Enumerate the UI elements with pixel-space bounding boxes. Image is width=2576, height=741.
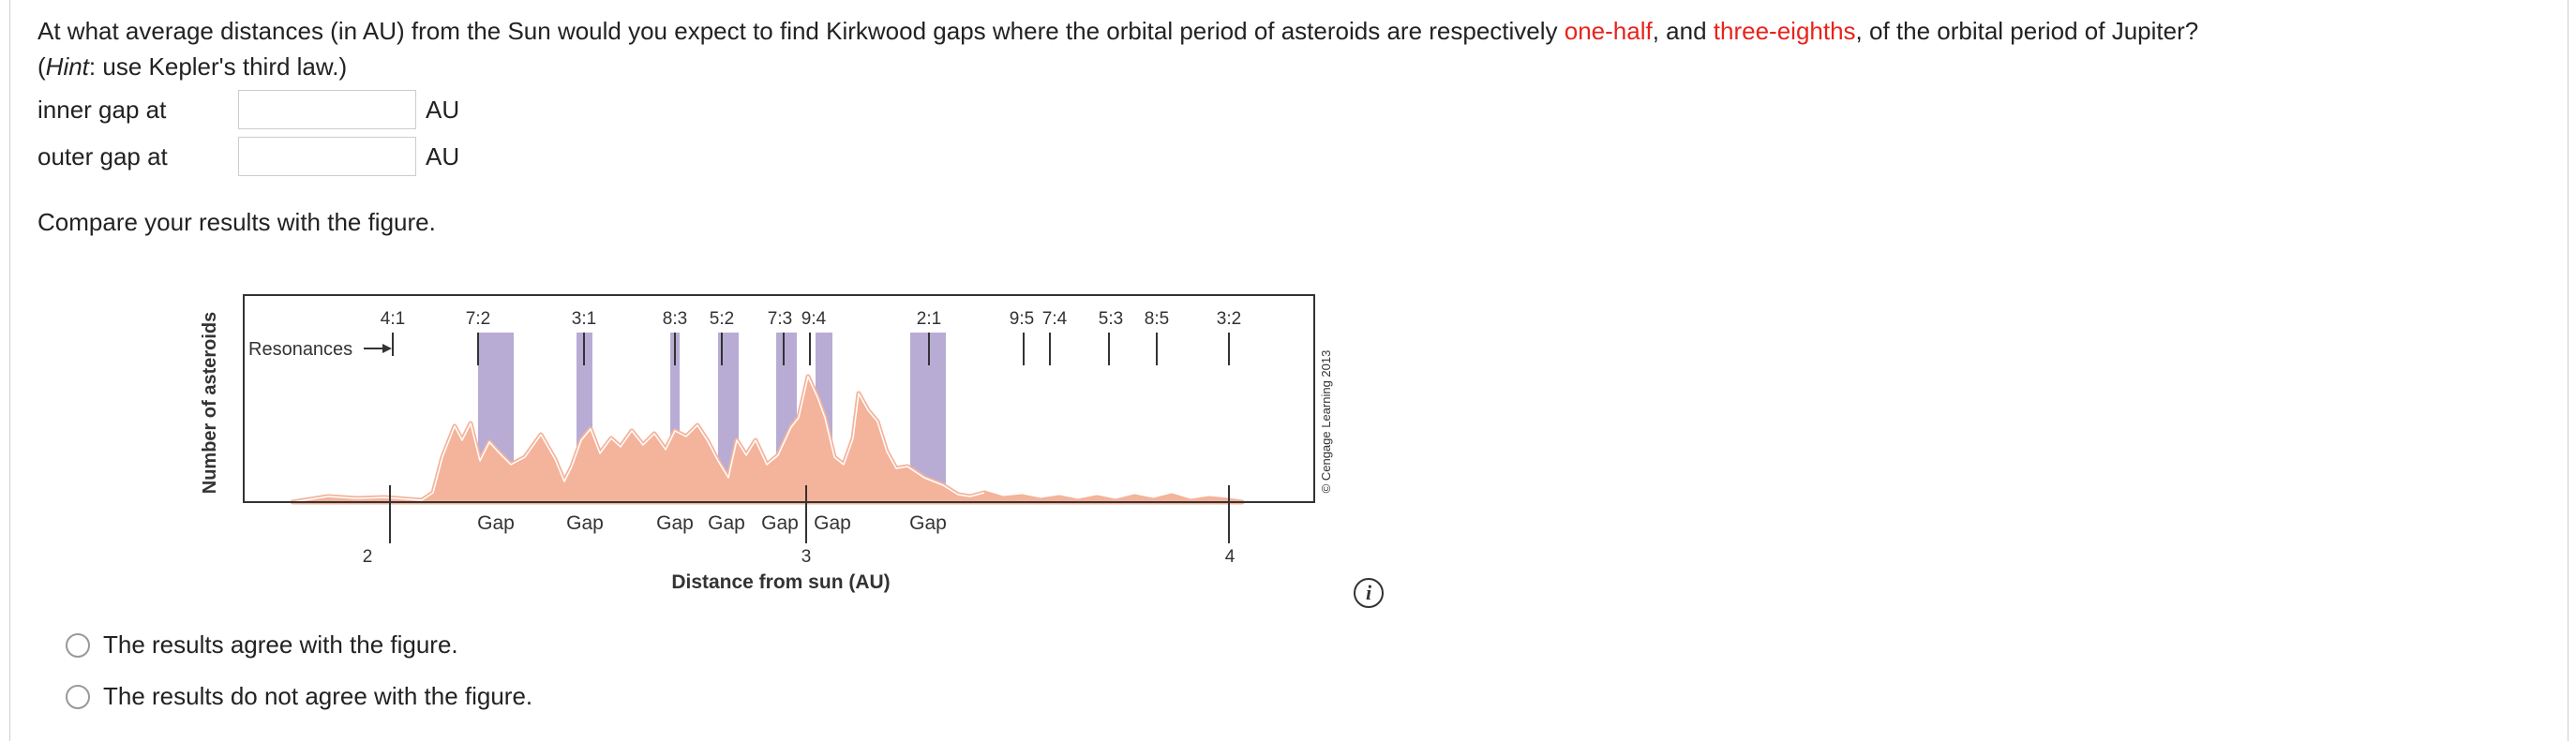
inner-gap-row: inner gap at AU (37, 90, 459, 129)
inner-gap-label: inner gap at (37, 95, 167, 124)
y-axis-title: Number of asteroids (200, 312, 220, 494)
highlight-one-half: one-half (1564, 17, 1653, 45)
question-part2: , and (1652, 17, 1714, 45)
radio-disagree[interactable] (66, 684, 90, 709)
option-agree[interactable]: The results agree with the figure. (66, 630, 458, 659)
outer-gap-row: outer gap at AU (37, 137, 459, 176)
question-part3: , of the orbital period of Jupiter? (1855, 17, 2199, 45)
question-frame (9, 0, 2569, 741)
gap-label-5-2: Gap (708, 512, 745, 534)
resonance-label-5-3: 5:3 (1099, 309, 1123, 329)
option-agree-label: The results agree with the figure. (103, 630, 458, 659)
resonances-arrowhead (382, 344, 392, 353)
gap-label-2-1: Gap (909, 512, 947, 534)
x-axis-title: Distance from sun (AU) (671, 571, 890, 593)
gap-label-7-3: Gap (761, 512, 799, 534)
resonance-label-4-1: 4:1 (381, 309, 405, 329)
inner-gap-input[interactable] (238, 90, 416, 129)
hint-open: ( (37, 52, 46, 81)
resonance-label-7-4: 7:4 (1042, 309, 1068, 329)
resonance-label-3-1: 3:1 (572, 309, 596, 329)
info-icon[interactable]: i (1354, 578, 1384, 608)
axis-label-2: 2 (363, 547, 373, 567)
resonance-label-7-3: 7:3 (768, 309, 792, 329)
copyright-notice: © Cengage Learning 2013 (1319, 350, 1333, 494)
gap-label-3-1: Gap (566, 512, 604, 534)
asteroid-curve-highlight (292, 376, 985, 503)
resonance-label-7-2: 7:2 (466, 309, 490, 329)
axis-label-4: 4 (1225, 547, 1236, 567)
axis-label-3: 3 (801, 547, 812, 567)
resonance-label-9-5: 9:5 (1010, 309, 1034, 329)
gap-label-7-2: Gap (477, 512, 515, 534)
inner-gap-unit: AU (426, 95, 460, 124)
plot-frame (243, 294, 1315, 503)
resonance-label-8-5: 8:5 (1145, 309, 1169, 329)
option-disagree-label: The results do not agree with the figure… (103, 682, 533, 710)
hint-text: : use Kepler's third law.) (88, 52, 348, 81)
resonance-label-5-2: 5:2 (710, 309, 734, 329)
outer-gap-input[interactable] (238, 137, 416, 176)
outer-gap-unit: AU (426, 141, 460, 170)
resonance-label-9-4: 9:4 (801, 309, 827, 329)
highlight-three-eighths: three-eighths (1713, 17, 1856, 45)
resonance-label-3-2: 3:2 (1217, 309, 1241, 329)
option-disagree[interactable]: The results do not agree with the figure… (66, 682, 532, 711)
compare-instruction: Compare your results with the figure. (37, 208, 436, 236)
gap-label-9-4: Gap (814, 512, 851, 534)
radio-agree[interactable] (66, 632, 90, 658)
resonance-label-2-1: 2:1 (917, 309, 941, 329)
question-part1: At what average distances (in AU) from t… (37, 17, 1565, 45)
gap-label-8-3: Gap (656, 512, 694, 534)
question-text: At what average distances (in AU) from t… (37, 13, 2531, 84)
gap-band-8-3 (670, 333, 680, 502)
hint-word: Hint (45, 52, 89, 81)
resonances-label: Resonances (248, 339, 352, 360)
resonance-ticks (389, 333, 1230, 543)
kirkwood-gap-figure: Resonances 4:1 7:2 3:1 8:3 5:2 7:3 9:4 2… (200, 294, 1333, 593)
resonance-label-8-3: 8:3 (663, 309, 687, 329)
outer-gap-label: outer gap at (37, 141, 168, 170)
